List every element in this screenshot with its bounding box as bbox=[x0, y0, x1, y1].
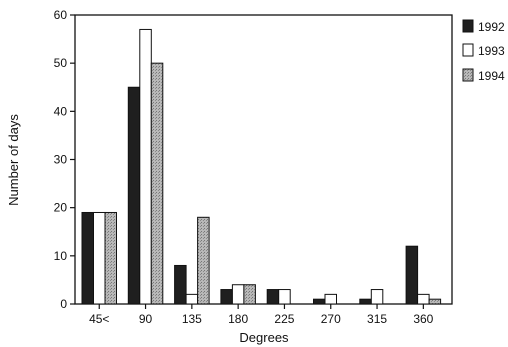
bar-1993-360 bbox=[417, 293, 430, 305]
x-tick-label: 315 bbox=[367, 312, 387, 326]
bar-1993-135 bbox=[185, 293, 199, 305]
y-tick-label: 0 bbox=[60, 297, 67, 311]
x-tick-label: 225 bbox=[274, 312, 294, 326]
x-tick-label: 90 bbox=[139, 312, 153, 326]
bar-1993-180 bbox=[231, 284, 245, 305]
legend-swatch-1992 bbox=[462, 19, 474, 33]
y-axis-title: Number of days bbox=[6, 114, 21, 206]
x-tick-label: 45< bbox=[89, 312, 109, 326]
y-tick-label: 10 bbox=[54, 249, 68, 263]
bar-1993-270 bbox=[324, 293, 337, 305]
bar-1994-135 bbox=[197, 216, 210, 305]
y-tick-label: 60 bbox=[54, 8, 68, 22]
bar-1992-135 bbox=[174, 264, 187, 305]
legend: 1992 1993 1994 bbox=[462, 19, 505, 83]
y-tick-label: 20 bbox=[54, 201, 68, 215]
x-axis-title: Degrees bbox=[239, 330, 289, 345]
legend-label-1992: 1992 bbox=[478, 20, 505, 34]
x-tick-label: 180 bbox=[228, 312, 248, 326]
bar-1992-225 bbox=[266, 289, 280, 305]
bar-1993-225 bbox=[278, 289, 291, 305]
legend-label-1994: 1994 bbox=[478, 69, 505, 83]
bar-1992-315 bbox=[359, 298, 372, 305]
y-tick-label: 30 bbox=[54, 153, 68, 167]
bar-1993-45< bbox=[93, 211, 106, 305]
bar-1993-315 bbox=[370, 289, 384, 305]
bar-1993-90 bbox=[139, 28, 152, 305]
x-tick-label: 360 bbox=[413, 312, 433, 326]
bar-1992-180 bbox=[220, 289, 233, 305]
legend-swatch-1993 bbox=[462, 43, 474, 57]
bar-1992-90 bbox=[127, 86, 141, 305]
bar-1994-360 bbox=[428, 298, 442, 305]
x-axis: 45< 90 135 180 225 270 315 360 bbox=[89, 304, 434, 326]
bar-1992-360 bbox=[405, 245, 419, 305]
y-tick-label: 40 bbox=[54, 104, 68, 118]
x-tick-label: 270 bbox=[321, 312, 341, 326]
bar-1992-270 bbox=[313, 298, 326, 305]
bars bbox=[81, 28, 442, 305]
y-tick-label: 50 bbox=[54, 56, 68, 70]
bar-1994-45< bbox=[104, 211, 117, 305]
bar-1994-180 bbox=[243, 284, 256, 305]
bar-1992-45< bbox=[81, 211, 94, 305]
x-tick-label: 135 bbox=[182, 312, 202, 326]
legend-label-1993: 1993 bbox=[478, 44, 505, 58]
legend-swatch-1994 bbox=[462, 68, 474, 82]
bar-1994-90 bbox=[150, 62, 164, 305]
y-axis: 0 10 20 30 40 50 60 bbox=[54, 8, 75, 311]
